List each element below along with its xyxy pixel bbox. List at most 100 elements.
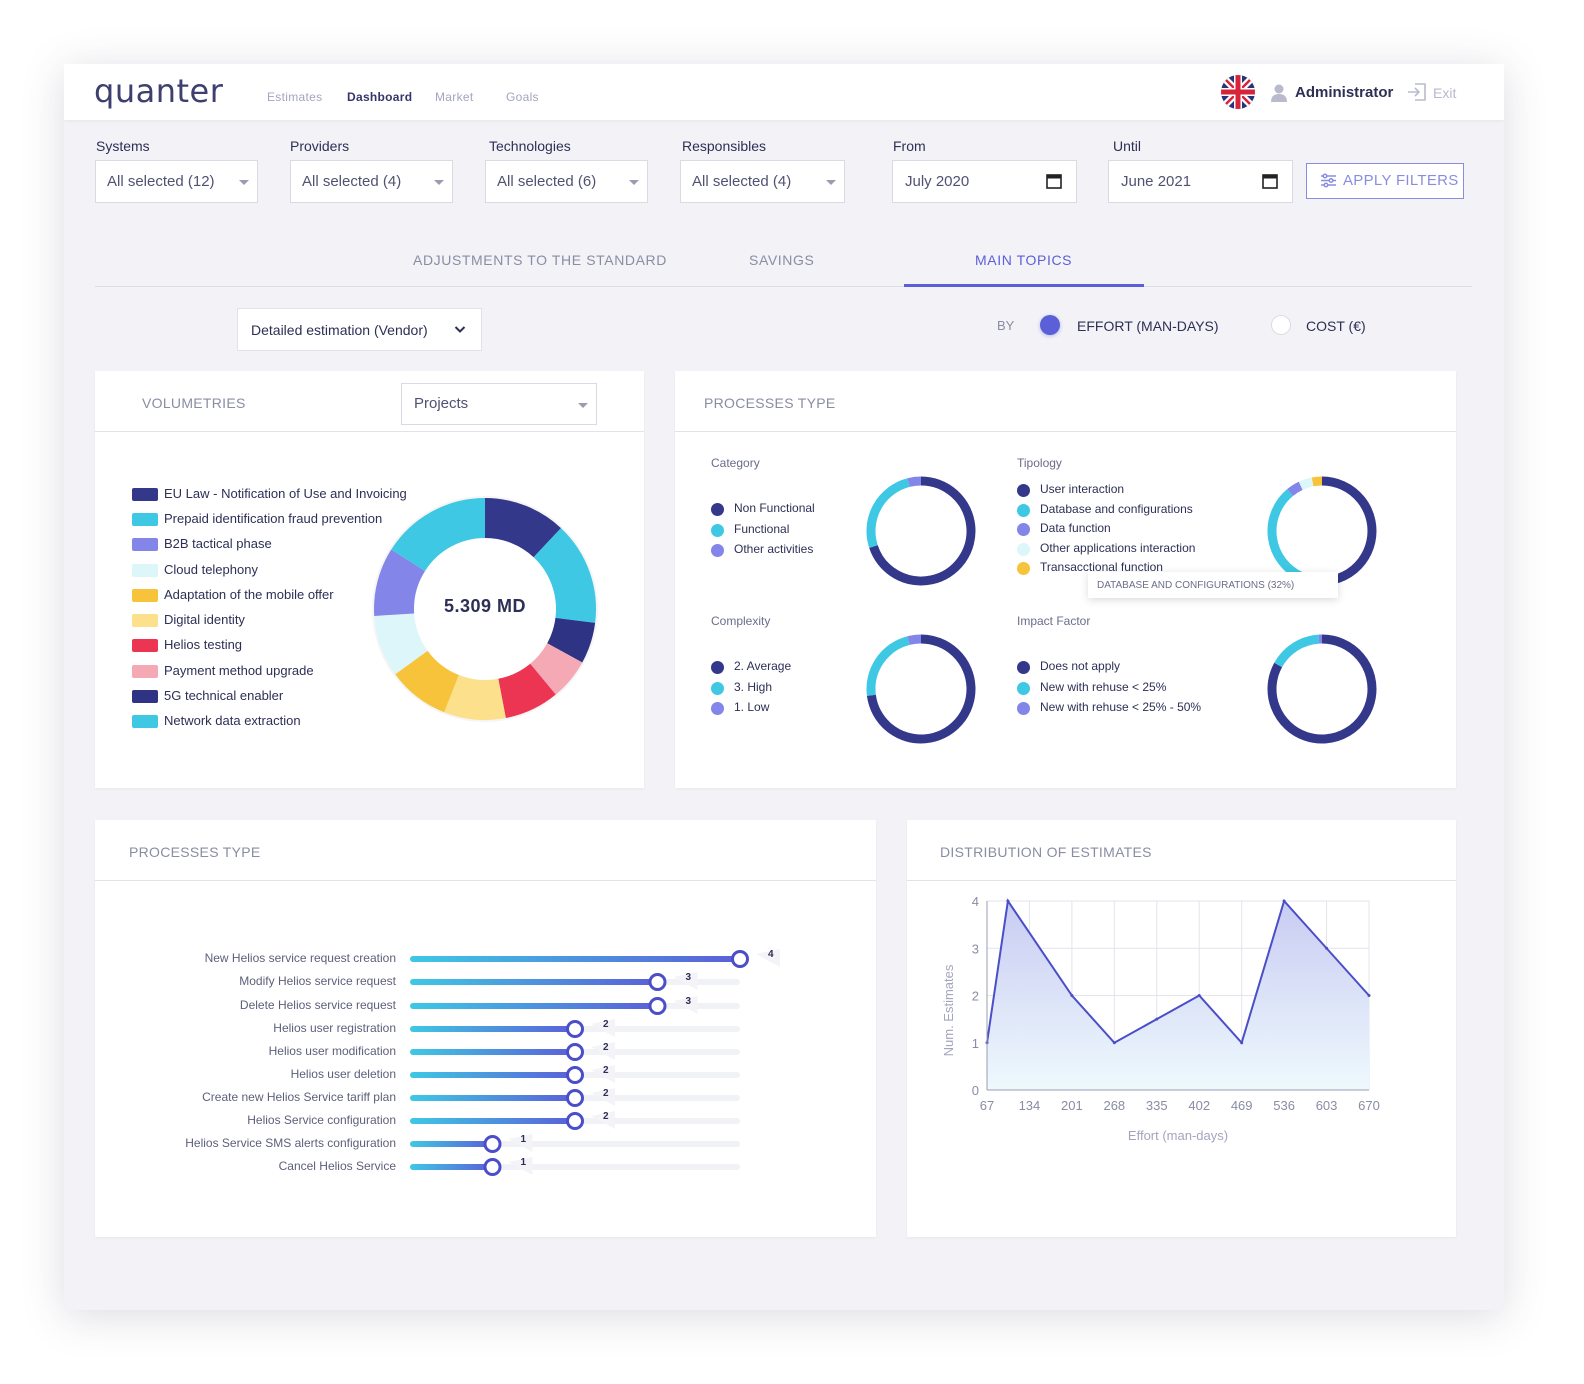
bar-value: 2 [603, 1065, 609, 1076]
data-point[interactable] [1240, 1041, 1244, 1045]
technologies-select[interactable]: All selected (6) [485, 160, 648, 203]
bar[interactable] [410, 979, 658, 985]
from-date-input[interactable]: July 2020 [892, 160, 1077, 203]
value-flag [673, 972, 698, 990]
calendar-icon[interactable] [1262, 173, 1278, 193]
y-tick-label: 2 [972, 989, 979, 1004]
complexity-slice-0[interactable] [866, 634, 976, 744]
volumetries-slice-7[interactable] [374, 612, 428, 675]
impact-slice-0[interactable] [1267, 634, 1377, 744]
bar-handle[interactable] [566, 1066, 584, 1084]
tipology-slice-0[interactable] [1298, 476, 1377, 586]
legend-dot [711, 523, 724, 537]
volumetries-slice-0[interactable] [484, 498, 561, 558]
volumetries-slice-1[interactable] [533, 528, 596, 623]
category-slice-1[interactable] [866, 478, 910, 548]
data-point[interactable] [1197, 994, 1201, 997]
responsibles-select[interactable]: All selected (4) [680, 160, 845, 203]
data-point[interactable] [1155, 1017, 1159, 1021]
bar-value: 4 [768, 949, 774, 960]
data-point[interactable] [1070, 994, 1074, 997]
tab-adjustments[interactable]: ADJUSTMENTS TO THE STANDARD [413, 252, 667, 268]
bar[interactable] [410, 1118, 575, 1124]
nav-estimates[interactable]: Estimates [267, 90, 323, 104]
nav-dashboard[interactable]: Dashboard [347, 90, 413, 104]
tipology-slice-1[interactable] [1267, 489, 1303, 581]
bar-handle[interactable] [648, 997, 667, 1015]
uk-flag-icon[interactable] [1221, 75, 1255, 109]
legend-label: Adaptation of the mobile offer [164, 587, 334, 602]
bar[interactable] [410, 1072, 575, 1078]
tipology-slice-2[interactable] [1287, 481, 1303, 497]
bar-handle[interactable] [566, 1043, 584, 1061]
bar[interactable] [410, 1141, 493, 1147]
volumetries-slice-4[interactable] [497, 663, 556, 719]
data-point[interactable] [1112, 1041, 1116, 1045]
legend-label: B2B tactical phase [164, 536, 272, 551]
logo[interactable]: quanter [94, 72, 224, 110]
data-point[interactable] [1325, 946, 1329, 950]
category-slice-2[interactable] [907, 476, 922, 487]
bar-label: Create new Helios Service tariff plan [202, 1090, 396, 1104]
data-point[interactable] [1367, 994, 1371, 997]
volumetries-slice-8[interactable] [374, 549, 426, 616]
volumetries-slice-9[interactable] [391, 498, 486, 572]
effort-radio[interactable] [1040, 315, 1060, 335]
volumetries-slice-3[interactable] [529, 642, 583, 695]
complexity-slice-1[interactable] [866, 636, 910, 696]
exit-icon[interactable] [1407, 82, 1427, 107]
complexity-slice-2[interactable] [907, 634, 922, 645]
legend-label: Other applications interaction [1040, 540, 1196, 555]
bar-value: 1 [521, 1134, 527, 1145]
effort-radio-label[interactable]: EFFORT (MAN-DAYS) [1077, 318, 1219, 334]
bar[interactable] [410, 1026, 575, 1032]
legend-label: Helios testing [164, 637, 243, 652]
tab-main-topics[interactable]: MAIN TOPICS [975, 252, 1073, 268]
exit-link[interactable]: Exit [1433, 85, 1457, 101]
tipology-slice-3[interactable] [1298, 477, 1314, 490]
until-date-input[interactable]: June 2021 [1108, 160, 1293, 203]
projects-select[interactable]: Projects [401, 383, 597, 425]
cost-radio-label[interactable]: COST (€) [1306, 318, 1366, 334]
bar[interactable] [410, 1003, 658, 1009]
legend-label: Non Functional [734, 501, 815, 515]
series-line[interactable] [986, 898, 1370, 1045]
cost-radio[interactable] [1271, 315, 1291, 335]
bar-handle[interactable] [566, 1112, 584, 1130]
bar[interactable] [410, 1095, 575, 1101]
legend-swatch [132, 538, 158, 551]
nav-goals[interactable]: Goals [506, 90, 539, 104]
bar-handle[interactable] [731, 950, 749, 968]
data-point[interactable] [1282, 899, 1286, 903]
bar-handle[interactable] [566, 1020, 584, 1038]
calendar-icon[interactable] [1046, 173, 1062, 193]
by-label: BY [997, 318, 1015, 333]
impact-slice-1[interactable] [1274, 634, 1320, 668]
volumetries-slice-5[interactable] [444, 674, 506, 720]
estimation-select[interactable]: Detailed estimation (Vendor) [237, 308, 482, 351]
tab-savings[interactable]: SAVINGS [749, 252, 815, 268]
legend-label: Network data extraction [164, 713, 301, 728]
volumetries-title: VOLUMETRIES [142, 395, 246, 411]
bar-label: Modify Helios service request [239, 974, 396, 988]
bar[interactable] [410, 1164, 493, 1170]
category-slice-0[interactable] [869, 476, 976, 586]
caret-down-icon [629, 180, 639, 185]
data-point[interactable] [1006, 899, 1010, 903]
responsibles-value: All selected (4) [692, 173, 792, 190]
user-name[interactable]: Administrator [1295, 84, 1394, 101]
bar-value: 2 [603, 1111, 609, 1122]
bar-handle[interactable] [648, 973, 667, 991]
bar[interactable] [410, 1049, 575, 1055]
providers-select[interactable]: All selected (4) [290, 160, 453, 203]
volumetries-slice-6[interactable] [395, 650, 460, 713]
nav-market[interactable]: Market [435, 90, 474, 104]
volumetries-slice-2[interactable] [546, 617, 596, 663]
apply-filters-button[interactable]: APPLY FILTERS [1306, 163, 1464, 199]
bar-handle[interactable] [483, 1135, 502, 1153]
bar[interactable] [410, 956, 740, 962]
systems-select[interactable]: All selected (12) [95, 160, 258, 203]
bar-handle[interactable] [483, 1158, 502, 1176]
bar-handle[interactable] [566, 1089, 584, 1107]
tipology-slice-4[interactable] [1311, 476, 1323, 487]
